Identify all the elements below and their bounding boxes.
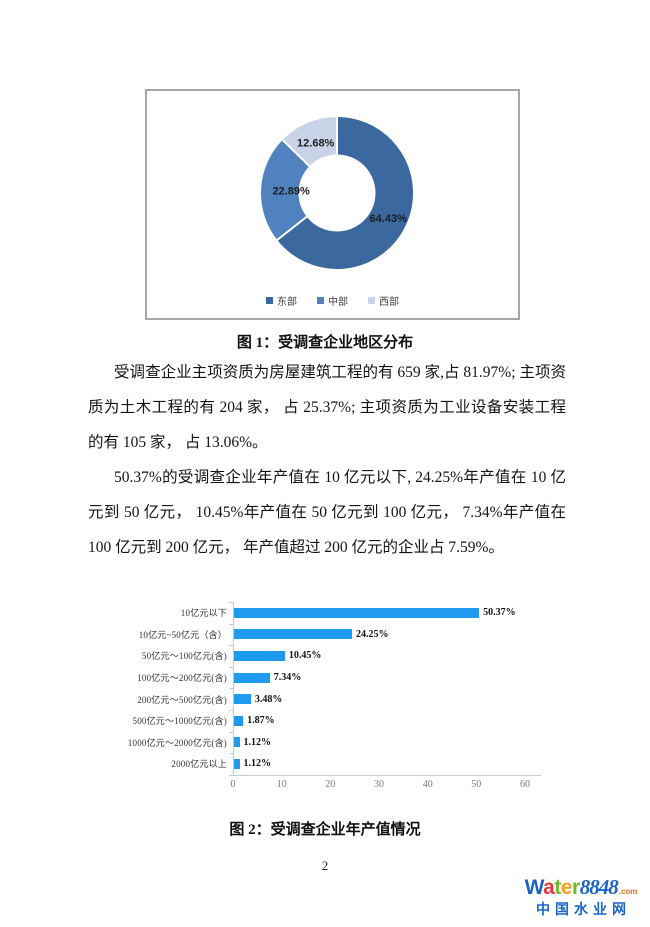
brand-letter: a (543, 876, 555, 899)
bar-fill (234, 672, 270, 683)
figure1-chart: 64.43% 22.89% 12.68% 东部 中部 西部 (145, 89, 520, 320)
bar-fill (234, 737, 240, 748)
bar-category-label: 2000亿元以上 (171, 759, 227, 770)
bar-category-label: 10亿元~50亿元（含） (138, 629, 227, 640)
donut-slice (259, 137, 312, 242)
bar-category-label: 500亿元～1000亿元(含) (132, 716, 227, 727)
bar-value-label: 1.87% (247, 715, 275, 727)
category-axis-tick (229, 710, 233, 711)
bar-row: 10亿元以下 50.37% (95, 602, 555, 624)
brand-letter: e (560, 876, 573, 899)
donut-value-label: 22.89% (272, 186, 310, 198)
bar-category-label: 200亿元～500亿元(含) (137, 694, 227, 705)
bar-value-label: 10.45% (288, 650, 322, 662)
category-axis-tick (229, 774, 233, 776)
bar-track: 24.25% (233, 623, 534, 646)
bar-row: 500亿元～1000亿元(含) 1.87% (95, 709, 555, 732)
bar-category-label: 100亿元～200亿元(含) (137, 673, 227, 684)
x-axis-tick-label: 60 (520, 778, 530, 790)
bar-value-label: 50.37% (483, 607, 516, 619)
paragraph-qualifications-text: 受调查企业主项资质为房屋建筑工程的有 659 家,占 81.97%; 主项资质为… (88, 364, 566, 451)
category-axis-tick (229, 623, 233, 625)
water8848-subtitle: 中国水业网 (536, 901, 631, 917)
bar-value-label: 1.12% (243, 736, 272, 748)
bar-fill (234, 715, 244, 726)
bar-category-label: 10亿元以下 (180, 608, 227, 619)
bar-category-label: 1000亿元～2000亿元(含) (127, 737, 227, 748)
bar-value-label: 1.12% (243, 758, 272, 770)
bar-chart-rows: 10亿元以下 50.37% 10亿元~50亿元（含） 24.25% 50亿元～100亿元… (95, 602, 555, 776)
legend-label: 西部 (379, 297, 399, 308)
bar-track: 50.37% (233, 602, 534, 624)
figure1-caption: 图 1：受调查企业地区分布 (236, 335, 414, 351)
water8848-brand-line: Water 8848 .com (515, 875, 647, 899)
legend-swatch-icon (317, 297, 324, 304)
legend-label: 东部 (277, 297, 297, 308)
bar-track: 1.12% (233, 753, 534, 775)
bar-value-label: 24.25% (356, 628, 389, 640)
x-axis-tick-label: 30 (374, 778, 384, 790)
legend-label: 中部 (328, 297, 348, 308)
x-axis-tick-label: 20 (325, 778, 336, 790)
category-axis-tick (229, 602, 233, 603)
donut-chart: 64.43% 22.89% 12.68% (259, 114, 415, 271)
category-axis-tick (229, 688, 233, 690)
brand-letter: W (524, 876, 544, 899)
figure2-caption: 图 2：受调查企业年产值情况 (229, 822, 421, 838)
donut-slice (274, 114, 415, 271)
legend-item: 中部 (317, 293, 348, 308)
figure2-chart: 10亿元以下 50.37% 10亿元~50亿元（含） 24.25% 50亿元～100亿元… (95, 602, 555, 794)
legend-swatch-icon (266, 297, 273, 304)
x-axis-tick-label: 50 (471, 778, 482, 790)
legend-item: 西部 (368, 293, 399, 308)
bar-row: 50亿元～100亿元(含) 10.45% (95, 645, 555, 667)
bar-row: 200亿元～500亿元(含) 3.48% (95, 688, 555, 710)
bar-track: 3.48% (233, 688, 534, 710)
donut-value-label: 12.68% (297, 137, 335, 149)
brand-letter: r (572, 876, 580, 899)
bar-fill (234, 629, 352, 640)
water8848-wordmark: Water (524, 876, 581, 899)
donut-value-label: 64.43% (370, 213, 408, 225)
x-axis-tick-label: 40 (422, 778, 433, 790)
category-axis-tick (229, 666, 233, 668)
bar-row: 1000亿元～2000亿元(含) 1.12% (95, 731, 555, 754)
x-axis-tick-label: 0 (230, 778, 236, 790)
bar-fill (234, 650, 285, 661)
paragraph-output-value-text: 50.37%的受调查企业年产值在 10 亿元以下, 24.25%年产值在 10 … (88, 469, 566, 556)
bar-track: 1.87% (233, 709, 534, 732)
water8848-logo: Water 8848 .com 中国水业网 (515, 877, 647, 919)
bar-row: 2000亿元以上 1.12% (95, 753, 555, 775)
brand-letter: t (554, 876, 561, 899)
bar-fill (234, 607, 480, 618)
bar-track: 1.12% (233, 731, 534, 754)
bar-fill (234, 758, 240, 769)
bar-row: 10亿元~50亿元（含） 24.25% (95, 623, 555, 646)
bar-value-label: 7.34% (273, 672, 302, 684)
donut-legend: 东部 中部 西部 (147, 293, 518, 308)
paragraph-qualifications: 受调查企业主项资质为房屋建筑工程的有 659 家,占 81.97%; 主项资质为… (88, 355, 566, 460)
bar-track: 10.45% (233, 645, 534, 667)
bar-fill (234, 694, 251, 705)
bar-row: 100亿元～200亿元(含) 7.34% (95, 666, 555, 689)
donut-slice (280, 114, 338, 169)
page-number: 2 (321, 858, 329, 873)
water8848-number: 8848 (579, 875, 619, 899)
legend-item: 东部 (266, 293, 297, 308)
category-axis-tick (229, 645, 233, 647)
bar-category-label: 50亿元～100亿元(含) (141, 651, 227, 662)
bar-track: 7.34% (233, 666, 534, 689)
category-axis-tick (229, 731, 233, 733)
legend-swatch-icon (368, 297, 375, 304)
paragraph-output-value: 50.37%的受调查企业年产值在 10 亿元以下, 24.25%年产值在 10 … (88, 460, 566, 565)
x-axis-tick-label: 10 (276, 778, 287, 790)
water8848-tld: .com (618, 887, 638, 896)
category-axis-tick (229, 753, 233, 755)
bar-value-label: 3.48% (254, 693, 283, 705)
bar-chart-x-axis: 0 10 20 30 40 50 60 (230, 774, 541, 794)
